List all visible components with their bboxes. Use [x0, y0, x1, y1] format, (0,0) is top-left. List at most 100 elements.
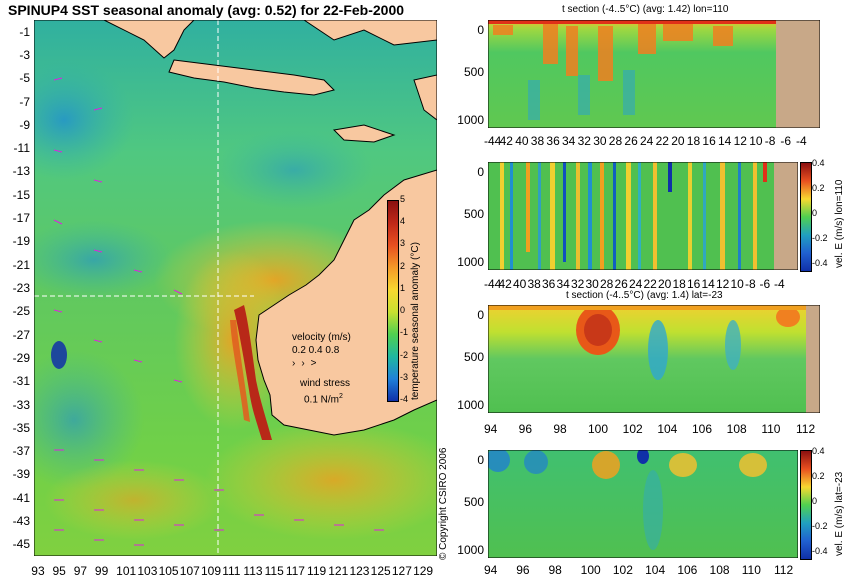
lat-tick-label: -39	[12, 467, 30, 482]
map-lat-ticks: -1 -3 -5 -7 -9 -11 -13 -15 -17 -19 -21 -23 -25 -27 -29…	[0, 20, 32, 556]
x-tick-label: -4	[774, 277, 785, 291]
panel4-colorbar-label: vel. E (m/s) lat=-23	[834, 471, 845, 556]
sst-map[interactable]: 5 4 3 2 1 0 -1 -2 -3 -4 temperature seasonal anom…	[0, 19, 464, 557]
x-tick-label: 12	[716, 277, 730, 291]
vel-section-lat[interactable]	[486, 448, 799, 559]
x-tick-label: 106	[692, 422, 713, 436]
lat-tick-label: -27	[12, 327, 30, 342]
x-tick-label: 20	[671, 134, 685, 148]
wind-legend: wind stress 0.1 N/m2	[300, 378, 350, 405]
x-tick-label: 100	[580, 563, 601, 577]
x-tick-label: 10	[730, 277, 744, 291]
y-tick-label: 0	[477, 308, 484, 322]
colorbar-tick: -0.2	[812, 521, 828, 531]
colorbar-tick: 0	[812, 208, 818, 218]
lat-tick-label: -1	[19, 24, 30, 39]
panel1-x-ticks: -44 42 40 38 36 34 32 30 28 26 24 22 20 18 16 14 12 10 -8-…	[484, 134, 820, 150]
panel1-title: t section (-4..5°C) (avg: 1.42) lon=110	[562, 4, 729, 15]
panel4-colorbar	[800, 450, 812, 560]
sst-colorbar-tick: 4	[400, 216, 406, 227]
x-tick-label: 12	[733, 134, 747, 148]
x-tick-label: 20	[658, 277, 672, 291]
x-tick-label: 36	[542, 277, 556, 291]
panel3-title: t section (-4..5°C) (avg: 1.4) lat=-23	[566, 290, 723, 301]
x-tick-label: 100	[588, 422, 609, 436]
lat-tick-label: -17	[12, 211, 30, 226]
x-tick-label: 22	[643, 277, 657, 291]
sst-colorbar-tick: 3	[400, 238, 406, 249]
panel3-y-ticks: 0 500 1000	[440, 305, 486, 413]
lon-tick-label: 97	[73, 564, 88, 578]
x-tick-label: 42	[499, 134, 513, 148]
panel2-colorbar-ticks: 0.4 0.2 0 -0.2 -0.4	[812, 158, 836, 270]
x-tick-label: -6	[759, 277, 771, 291]
x-tick-label: 32	[577, 134, 591, 148]
x-tick-label: -8	[764, 134, 776, 148]
y-tick-label: 1000	[457, 113, 484, 127]
page-title: SPINUP4 SST seasonal anomaly (avg: 0.52)…	[8, 2, 405, 18]
x-tick-label: 18	[672, 277, 686, 291]
panel2-y-ticks: 0 500 1000	[440, 162, 486, 270]
temp-section-lon[interactable]	[487, 19, 821, 129]
map-lon-ticks: 93 95 97 99 101 103 105 107 109 111 113 115 117 119 12…	[0, 564, 440, 580]
lon-tick-label: 129	[413, 564, 434, 578]
x-tick-label: -44	[484, 134, 502, 148]
x-tick-label: 34	[556, 277, 570, 291]
lat-tick-label: -21	[12, 257, 30, 272]
y-tick-label: 1000	[457, 543, 484, 557]
x-tick-label: 104	[645, 563, 666, 577]
panel3-x-ticks: 94 96 98 100 102 104 106 108 110 112	[484, 422, 820, 438]
x-tick-label: 36	[546, 134, 560, 148]
colorbar-tick: -0.4	[812, 546, 828, 556]
lat-tick-label: -19	[12, 234, 30, 249]
land-timor	[332, 124, 396, 143]
lon-tick-label: 105	[158, 564, 179, 578]
sst-colorbar-tick: 0	[400, 305, 406, 316]
sst-map-canvas	[0, 19, 464, 557]
wind-stress-vectors	[53, 77, 384, 546]
lon-tick-label: 117	[285, 564, 305, 578]
vel-section-lon[interactable]	[487, 161, 799, 271]
x-tick-label: 94	[484, 563, 498, 577]
lat-tick-label: -25	[12, 304, 30, 319]
colorbar-tick: 0.2	[812, 471, 825, 481]
x-tick-label: 34	[562, 134, 576, 148]
colorbar-tick: -0.2	[812, 233, 828, 243]
x-tick-label: -8	[745, 277, 756, 291]
x-tick-label: 102	[622, 422, 643, 436]
x-tick-label: 108	[726, 422, 747, 436]
y-tick-label: 500	[463, 207, 484, 221]
panel2-colorbar-label: vel. E (m/s) lon=110	[834, 179, 845, 268]
x-tick-label: 14	[718, 134, 732, 148]
lat-tick-label: -13	[12, 164, 30, 179]
x-tick-label: 96	[516, 563, 530, 577]
lat-tick-label: -37	[12, 444, 30, 459]
lon-tick-label: 119	[307, 564, 327, 578]
panel4-x-ticks: 94 96 98 100 102 104 106 108 110 112	[484, 563, 798, 579]
land-java	[168, 59, 335, 96]
colorbar-tick: 0.4	[812, 158, 825, 168]
x-tick-label: -4	[796, 134, 807, 148]
colorbar-tick: -0.4	[812, 258, 828, 268]
x-tick-label: 30	[585, 277, 599, 291]
x-tick-label: 18	[686, 134, 701, 148]
temp-section-lat[interactable]	[487, 304, 821, 414]
lat-tick-label: -43	[12, 514, 30, 529]
x-tick-label: 24	[640, 134, 654, 148]
y-tick-label: 1000	[457, 255, 484, 269]
x-tick-label: 106	[677, 563, 698, 577]
lon-tick-label: 121	[328, 564, 349, 578]
lon-tick-label: 107	[179, 564, 200, 578]
lat-tick-label: -9	[19, 117, 30, 132]
panel4-colorbar-ticks: 0.4 0.2 0 -0.2 -0.4	[812, 446, 836, 558]
x-tick-label: 16	[702, 134, 716, 148]
x-tick-label: 112	[796, 422, 816, 436]
x-tick-label: 10	[749, 134, 763, 148]
x-tick-label: 40	[513, 277, 527, 291]
wind-legend-exp: 2	[339, 393, 343, 400]
x-tick-label: 24	[629, 277, 643, 291]
wind-legend-label: wind stress	[300, 378, 351, 389]
sst-colorbar-tick: 5	[400, 194, 406, 204]
colorbar-tick: 0.4	[812, 446, 825, 456]
lon-tick-label: 127	[391, 564, 412, 578]
